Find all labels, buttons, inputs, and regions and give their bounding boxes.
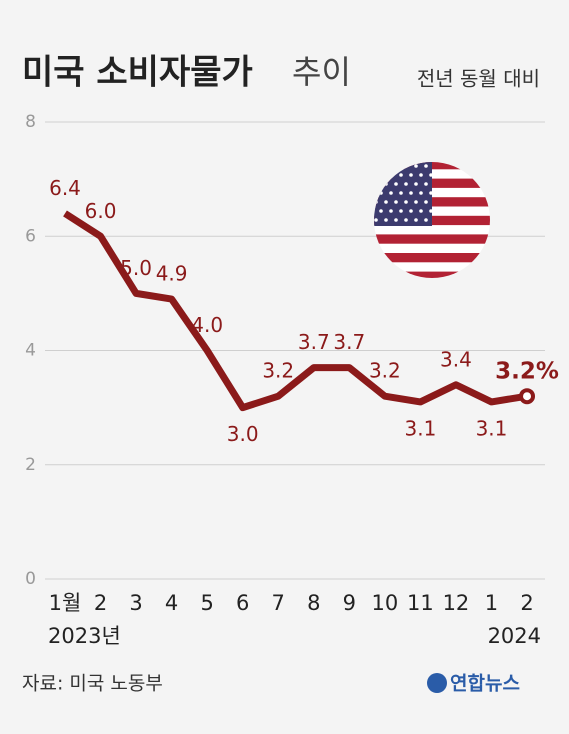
x-tick-label: 3 [129, 591, 142, 615]
flag-star [409, 191, 413, 195]
value-label: 3.4 [440, 347, 472, 371]
flag-star [414, 218, 418, 222]
flag-star [394, 218, 398, 222]
flag-star [429, 173, 433, 177]
value-label: 3.7 [333, 330, 365, 354]
data-line [63, 210, 528, 412]
flag-star [384, 218, 388, 222]
x-tick-label: 12 [443, 591, 470, 615]
x-tick-label: 8 [307, 591, 320, 615]
x-tick-label: 2 [94, 591, 107, 615]
flag-star [404, 182, 408, 186]
y-tick-label: 0 [25, 569, 36, 589]
x-tick-label: 5 [200, 591, 213, 615]
flag-star [384, 200, 388, 204]
flag-star [394, 200, 398, 204]
y-tick-label: 4 [25, 341, 36, 361]
y-tick-label: 2 [25, 455, 36, 475]
subtitle: 전년 동월 대비 [417, 67, 540, 91]
flag-star [424, 164, 428, 168]
value-label: 3.0 [227, 422, 259, 446]
flag-stripe [374, 271, 490, 278]
value-label: 4.0 [191, 313, 223, 337]
flag-star [379, 209, 383, 213]
flag-star [419, 173, 423, 177]
flag-star [409, 173, 413, 177]
value-label: 3.2 [262, 359, 294, 383]
x-tick-label: 7 [272, 591, 285, 615]
value-label: 6.0 [85, 199, 117, 223]
flag-star [414, 164, 418, 168]
flag-star [404, 218, 408, 222]
source: 자료: 미국 노동부 [22, 673, 163, 695]
value-label: 6.4 [49, 176, 81, 200]
flag-star [419, 191, 423, 195]
y-tick-label: 8 [25, 112, 36, 132]
flag-star [409, 209, 413, 213]
flag-star [399, 209, 403, 213]
flag-star [399, 191, 403, 195]
x-tick-label: 4 [165, 591, 178, 615]
flag-stripe [374, 253, 490, 263]
logo: 연합뉴스 [450, 673, 520, 695]
flag-stripe [374, 234, 490, 244]
year-label: 2024 [488, 624, 541, 648]
value-label: 3.2% [495, 359, 559, 385]
flag-star [404, 200, 408, 204]
flag-star [389, 209, 393, 213]
flag-star [429, 209, 433, 213]
value-label: 5.0 [120, 256, 152, 280]
value-label: 3.2 [369, 359, 401, 383]
x-tick-label: 1월 [49, 591, 82, 615]
chart-title-suffix: 추이 [292, 53, 351, 91]
y-tick-label: 6 [25, 226, 36, 246]
x-tick-label: 10 [371, 591, 398, 615]
flag-star [424, 182, 428, 186]
chart-title: 미국 소비자물가 [22, 53, 253, 93]
flag-star [399, 173, 403, 177]
value-label: 3.1 [404, 416, 436, 440]
x-tick-label: 6 [236, 591, 249, 615]
x-tick-label: 2 [520, 591, 533, 615]
flag-star [389, 191, 393, 195]
x-tick-label: 11 [407, 591, 434, 615]
flag-star [414, 182, 418, 186]
flag-star [419, 209, 423, 213]
flag-star [394, 182, 398, 186]
flag-star [429, 191, 433, 195]
flag-star [374, 218, 378, 222]
flag-star [424, 200, 428, 204]
flag-star [414, 200, 418, 204]
logo-icon [427, 673, 447, 693]
x-tick-label: 9 [343, 591, 356, 615]
x-tick-label: 1 [485, 591, 498, 615]
year-label: 2023년 [48, 624, 121, 648]
flag-star [424, 218, 428, 222]
value-label: 3.7 [298, 330, 330, 354]
value-label: 3.1 [476, 416, 508, 440]
value-label: 4.9 [156, 262, 188, 286]
last-point [519, 388, 536, 405]
